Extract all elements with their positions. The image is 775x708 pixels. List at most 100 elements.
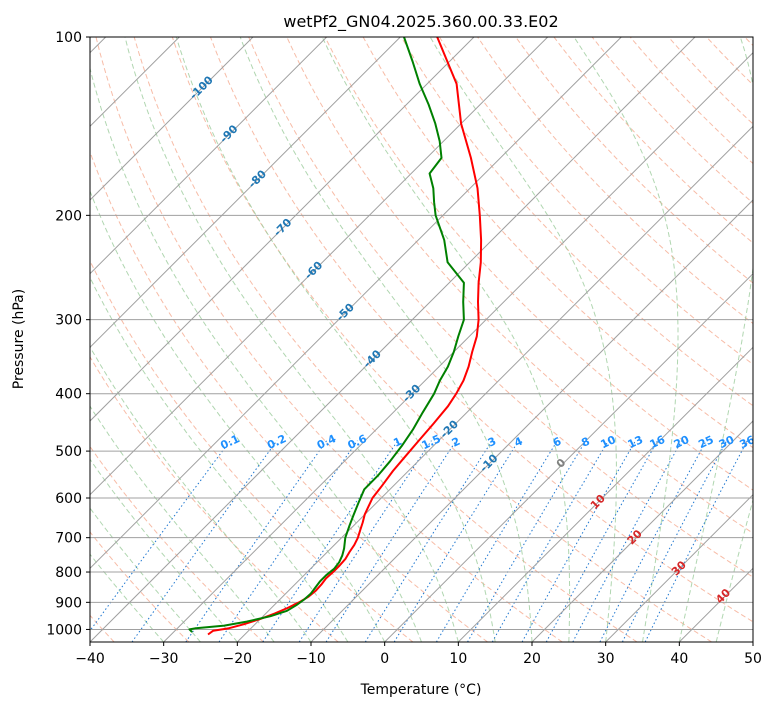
x-tick-label: −40 [75,651,105,667]
dry-adiabat-line [90,259,414,642]
mixing-ratio-label: 36 [737,433,757,451]
isotherm-label: -90 [217,122,240,145]
dry-adiabat-line [133,37,638,642]
moist-adiabat-line [90,189,386,642]
background-line-labels: -100-90-80-70-60-50-40-30-20-100.1 0.2 0.4… [187,73,757,606]
mixing-ratio-label: 25 [696,433,715,451]
isotherm-line [90,37,549,496]
mixing-ratio-label: 0.4 [315,432,338,452]
y-tick-label: 800 [55,565,82,581]
dry-adiabat-line [90,150,488,642]
y-axis-label: Pressure (hPa) [11,289,27,389]
moist-adiabat-label: 20 [625,527,645,547]
y-tick-label: 600 [55,491,82,507]
y-tick-label: 300 [55,313,82,329]
y-tick-label: 1000 [46,622,82,638]
isotherm-line [457,346,753,642]
mixing-ratio-line [364,440,493,642]
mixing-ratio-label: 0.2 [265,432,288,452]
isotherm-label: -60 [302,258,325,281]
isotherm-label: -70 [271,216,294,239]
isotherm-line [310,199,753,642]
isotherm-label: -100 [187,73,216,102]
dry-adiabat-line [286,37,753,534]
y-tick-label: 500 [55,444,82,460]
isotherms [90,37,753,642]
isotherm-line [384,272,753,642]
moist-adiabat-line [90,276,349,642]
sounding-series [188,37,483,636]
dry-adiabat-line [438,37,753,365]
mixing-ratio-line [90,440,231,632]
x-tick-label: 20 [523,651,541,667]
moist-adiabats [90,37,753,642]
x-tick-label: 10 [449,651,467,667]
y-tick-label: 700 [55,531,82,547]
isotherm-line [90,37,475,422]
mixing-ratio-line [185,440,328,642]
moist-adiabat-line [124,37,459,642]
dry-adiabat-line [90,355,339,642]
moist-adiabat-line [573,37,679,642]
dry-adiabat-line [90,445,264,642]
dry-adiabat-line [171,37,712,642]
dry-adiabat-line [706,37,753,86]
pressure-gridlines [90,37,753,630]
y-axis-ticks: 100 200 300 400 500 600 700 800 900 1000 [46,30,90,638]
x-axis-ticks: −40 −30 −20 −10 0 10 20 30 40 50 [75,642,762,667]
mixing-ratio-label: 20 [672,433,692,451]
plot-area: -100-90-80-70-60-50-40-30-20-100.1 0.2 0.4… [90,37,757,642]
moist-adiabat-line [429,37,617,642]
isotherm-line [90,37,328,275]
mixing-ratio-line [521,440,637,642]
isotherm-line [531,420,753,642]
mixing-ratio-label: 0.6 [346,432,369,452]
mixing-ratio-line [545,440,659,642]
mixing-ratio-line [644,440,748,642]
dry-adiabat-line [744,37,753,47]
chart-title: wetPf2_GN04.2025.360.00.33.E02 [283,12,558,32]
mixing-ratio-line [599,440,707,642]
mixing-ratio-line [218,440,358,642]
isotherm-line [605,493,753,642]
x-tick-label: 50 [744,651,762,667]
mixing-ratio-label: 16 [648,433,668,451]
x-tick-label: 40 [670,651,688,667]
y-tick-label: 200 [55,208,82,224]
isotherm-line [752,641,753,642]
dewpoint-profile-line [188,37,465,633]
x-tick-label: −10 [296,651,326,667]
isotherm-line [90,37,401,349]
isotherm-line [678,567,753,642]
moist-adiabat-line [90,66,422,642]
dry-adiabat-line [477,37,753,325]
moist-adiabat-line [90,405,275,642]
mixing-ratio-line [491,440,609,642]
moist-adiabat-line [678,37,753,642]
x-tick-label: −20 [223,651,253,667]
moist-adiabat-line [321,37,571,642]
moist-adiabat-line [90,458,238,642]
isotherm-line [90,37,622,570]
dry-adiabat-line [400,37,753,407]
moist-adiabat-label: 40 [713,586,733,606]
mixing-ratio-lines [90,440,748,642]
mixing-ratio-label: 10 [598,433,618,451]
x-axis-label: Temperature (°C) [360,682,482,698]
dry-adiabat-line [95,37,563,642]
dry-adiabat-line [553,37,753,244]
isotherm-label: -30 [400,381,423,404]
dry-adiabat-line [324,37,753,491]
mixing-ratio-line [298,440,432,642]
x-tick-label: −30 [149,651,179,667]
moist-adiabat-line [715,497,753,642]
dry-adiabat-line [591,37,753,204]
mixing-ratio-label: 0.1 [218,432,241,452]
mixing-ratio-label: 6 [551,435,564,450]
moist-adiabat-line [90,346,312,642]
dry-adiabat-line [248,37,753,578]
plot-frame [89,36,754,643]
mixing-ratio-line [467,440,587,642]
mixing-ratio-label: 30 [717,433,737,451]
dry-adiabat-line [210,37,753,623]
